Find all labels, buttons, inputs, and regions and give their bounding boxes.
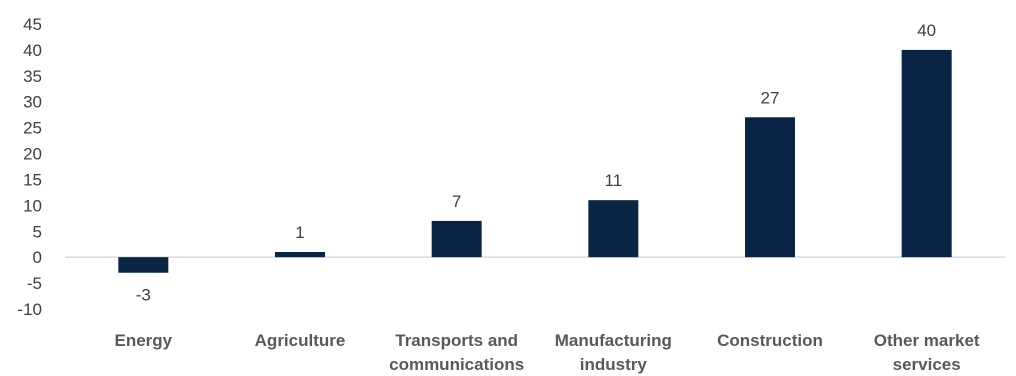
data-label: 11 [605, 171, 623, 190]
bars [118, 49, 952, 273]
y-axis-ticks: 45 40 35 30 25 20 15 10 5 0 -5 -10 [17, 15, 42, 319]
data-label: 1 [295, 223, 304, 242]
bar [118, 257, 169, 273]
category-label: Construction [717, 331, 823, 350]
y-tick-label: 25 [23, 119, 42, 138]
category-labels: Energy Agriculture Transports and communica… [115, 331, 980, 374]
category-label: Other market [874, 331, 980, 350]
data-label: 27 [761, 88, 780, 107]
data-labels: -3 1 7 11 27 40 [136, 21, 936, 305]
y-tick-label: 35 [23, 67, 42, 86]
data-label: 7 [452, 192, 461, 211]
data-label: 40 [917, 21, 936, 40]
y-tick-label: 5 [33, 222, 42, 241]
y-tick-label: 10 [23, 196, 42, 215]
data-label: -3 [136, 286, 151, 305]
category-label: services [893, 355, 961, 374]
bar [275, 252, 325, 258]
category-label: Agriculture [255, 331, 346, 350]
y-tick-label: 20 [23, 145, 42, 164]
y-tick-label: 30 [23, 93, 42, 112]
category-label: Energy [115, 331, 173, 350]
y-tick-label: 45 [23, 15, 42, 34]
category-label: Manufacturing [555, 331, 672, 350]
bar [901, 49, 952, 258]
y-tick-label: 0 [33, 248, 42, 267]
y-tick-label: -5 [27, 274, 42, 293]
category-label: communications [389, 355, 524, 374]
bar [431, 220, 482, 258]
y-tick-label: 15 [23, 170, 42, 189]
bar [588, 200, 639, 258]
bar [745, 117, 795, 258]
y-tick-label: 40 [23, 41, 42, 60]
y-tick-label: -10 [17, 300, 42, 319]
category-label: Transports and [395, 331, 518, 350]
category-label: industry [580, 355, 648, 374]
